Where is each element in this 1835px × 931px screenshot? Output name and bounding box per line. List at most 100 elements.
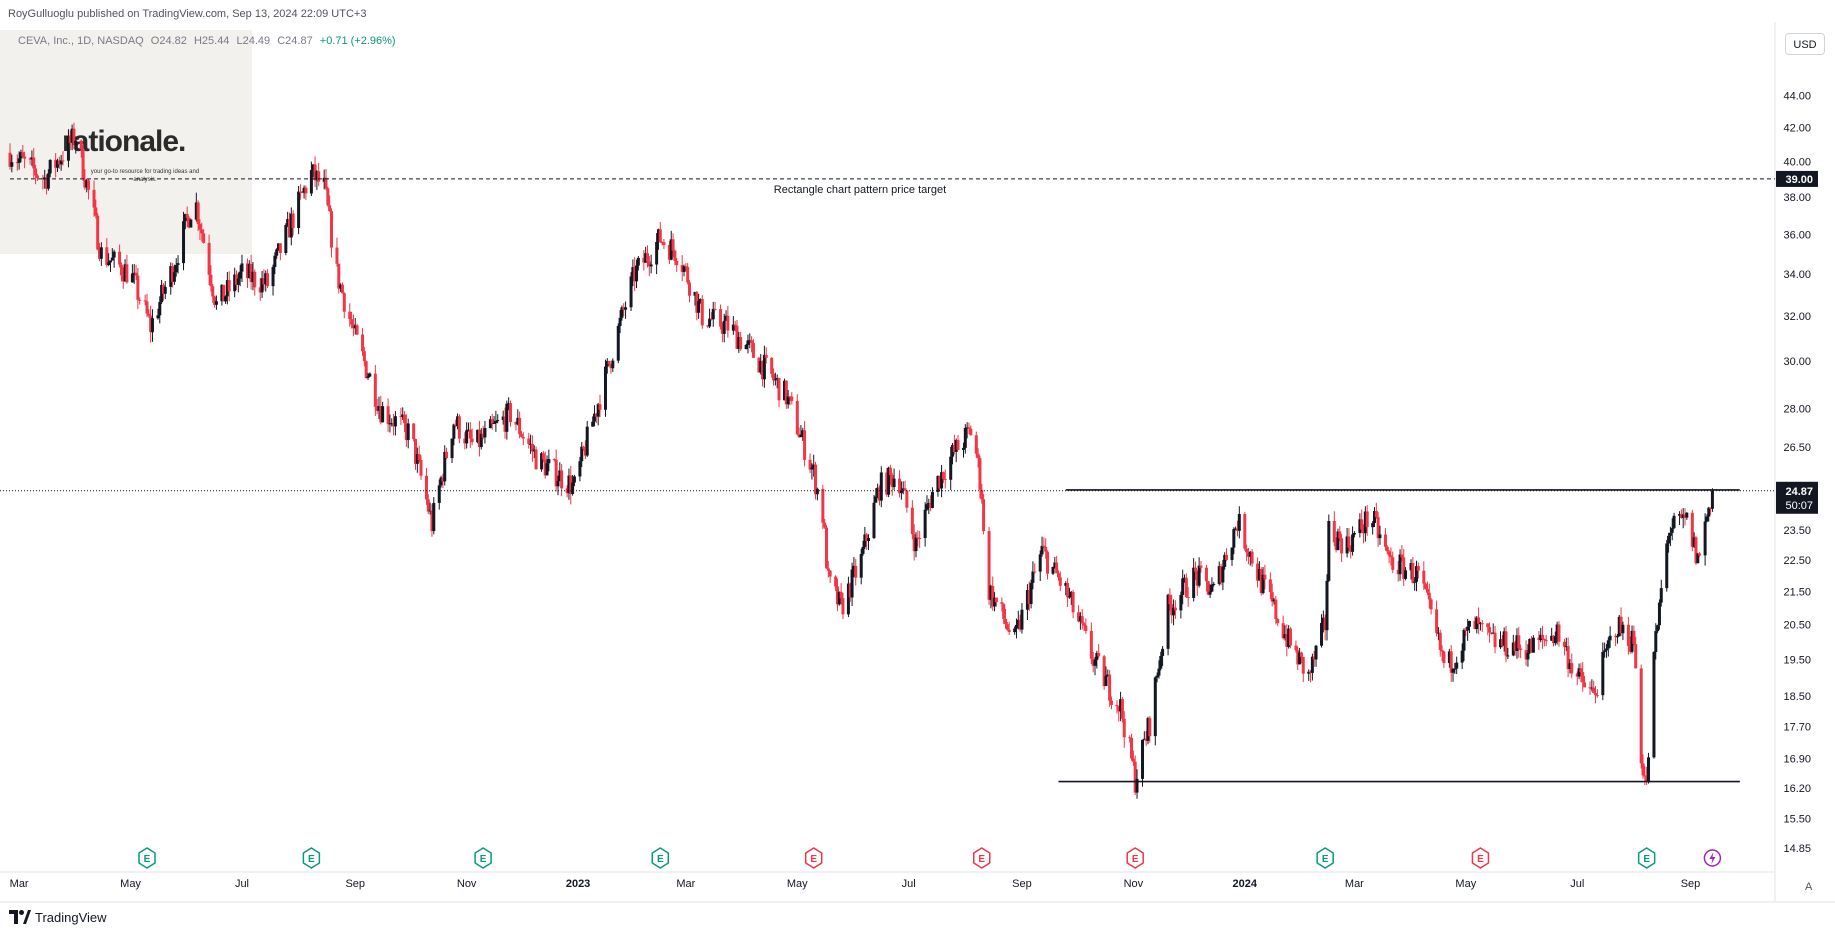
candle-body bbox=[1235, 528, 1239, 531]
candle bbox=[1583, 676, 1587, 688]
candle bbox=[1440, 645, 1444, 662]
candle bbox=[1234, 526, 1238, 531]
currency-button[interactable]: USD bbox=[1785, 33, 1825, 55]
candle bbox=[1223, 552, 1227, 570]
candle-body bbox=[1148, 718, 1152, 737]
candle-body bbox=[94, 207, 98, 216]
candle bbox=[519, 431, 523, 438]
candle-body bbox=[1234, 528, 1238, 530]
candle-body bbox=[1270, 592, 1274, 602]
candle bbox=[1314, 645, 1318, 667]
earnings-marker[interactable]: E bbox=[474, 847, 492, 869]
candle-body bbox=[1358, 519, 1362, 533]
candle-body bbox=[79, 140, 83, 150]
candle bbox=[112, 249, 116, 268]
candle-body bbox=[70, 128, 74, 143]
candle-body bbox=[622, 307, 626, 310]
candle-body bbox=[1067, 596, 1071, 598]
candle-body bbox=[603, 366, 607, 410]
candle-body bbox=[1217, 566, 1221, 584]
candle-body bbox=[253, 271, 257, 288]
candle bbox=[1694, 535, 1698, 565]
earnings-marker[interactable]: E bbox=[302, 847, 321, 869]
candle-body bbox=[1172, 607, 1176, 616]
earnings-marker[interactable]: E bbox=[1126, 847, 1144, 869]
earnings-marker[interactable]: E bbox=[973, 847, 991, 869]
candle bbox=[225, 272, 229, 305]
candle-body bbox=[759, 360, 763, 373]
candle bbox=[837, 591, 841, 606]
candle bbox=[1020, 603, 1024, 634]
x-tick-label: 2023 bbox=[566, 878, 590, 890]
candle-body bbox=[240, 263, 244, 272]
y-tick-label: 17.70 bbox=[1783, 722, 1811, 734]
dividend-marker[interactable] bbox=[1703, 849, 1722, 867]
earnings-marker[interactable]: E bbox=[804, 847, 823, 869]
candle bbox=[1659, 579, 1663, 607]
candle bbox=[1029, 579, 1033, 609]
candle bbox=[1528, 638, 1532, 654]
candle-body bbox=[361, 334, 365, 352]
candle bbox=[1042, 537, 1046, 548]
candle bbox=[795, 394, 799, 436]
candle bbox=[1668, 526, 1672, 547]
candle-body bbox=[1579, 668, 1583, 673]
candle bbox=[108, 260, 112, 272]
candle bbox=[1422, 561, 1426, 590]
legend-close: C24.87 bbox=[277, 35, 313, 47]
candle-body bbox=[1387, 551, 1391, 556]
earnings-marker[interactable]: E bbox=[1316, 847, 1334, 869]
candle bbox=[916, 530, 920, 547]
candle bbox=[1425, 581, 1429, 595]
candle-body bbox=[322, 177, 326, 182]
candle bbox=[1082, 622, 1086, 631]
candle bbox=[364, 360, 368, 379]
candle-body bbox=[927, 502, 931, 505]
candle bbox=[667, 240, 671, 265]
candle-body bbox=[158, 302, 162, 316]
candle-body bbox=[1040, 545, 1044, 555]
tradingview-footer[interactable]: TradingView bbox=[9, 908, 107, 926]
candle bbox=[304, 185, 308, 200]
candle bbox=[481, 425, 485, 440]
candle bbox=[1705, 514, 1709, 523]
candle bbox=[1541, 625, 1545, 649]
candle bbox=[877, 485, 881, 506]
candle bbox=[94, 199, 98, 219]
candle bbox=[554, 449, 558, 492]
candle bbox=[492, 415, 496, 425]
candle bbox=[693, 291, 697, 306]
candle bbox=[1667, 532, 1671, 553]
candle-body bbox=[342, 293, 346, 312]
earnings-marker[interactable]: E bbox=[1471, 847, 1490, 869]
candle-body bbox=[540, 453, 544, 470]
candle-body bbox=[1617, 616, 1621, 637]
candle bbox=[284, 223, 288, 256]
candle bbox=[1575, 671, 1579, 686]
candle bbox=[443, 445, 447, 486]
candle bbox=[266, 269, 270, 289]
candle-body bbox=[236, 278, 240, 285]
candle-body bbox=[286, 219, 290, 226]
earnings-marker[interactable]: E bbox=[138, 847, 156, 869]
candle-body bbox=[315, 171, 319, 181]
earnings-marker[interactable]: E bbox=[651, 847, 670, 869]
candle-body bbox=[645, 253, 649, 262]
candle bbox=[273, 252, 277, 275]
candle-body bbox=[910, 507, 914, 535]
candle bbox=[1608, 626, 1612, 648]
candle-body bbox=[865, 534, 869, 541]
y-tick-label: 36.00 bbox=[1783, 229, 1811, 241]
candle-body bbox=[1551, 635, 1555, 644]
auto-scale-button[interactable]: A bbox=[1805, 881, 1813, 893]
candle-body bbox=[1378, 534, 1382, 539]
candle-body bbox=[786, 396, 790, 405]
candle-body bbox=[956, 440, 960, 450]
earnings-marker[interactable]: E bbox=[1637, 847, 1656, 869]
candle-body bbox=[951, 444, 955, 457]
candle bbox=[505, 400, 509, 440]
candle bbox=[751, 339, 755, 359]
candle bbox=[32, 148, 36, 178]
candle-body bbox=[1685, 512, 1689, 518]
